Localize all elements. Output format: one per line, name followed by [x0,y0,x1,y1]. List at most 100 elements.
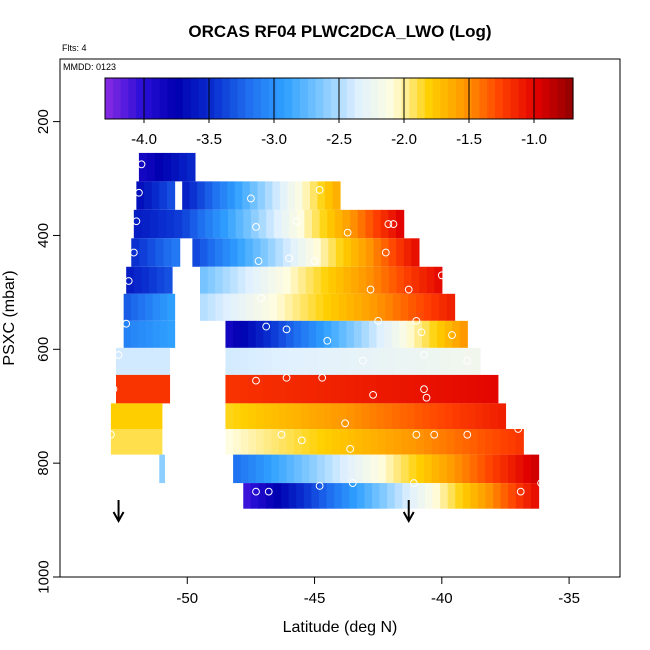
heatmap-cell [146,347,155,375]
heatmap-cell [446,454,456,484]
heatmap-cell [338,293,348,321]
heatmap-cell [146,152,156,182]
heatmap-cell [283,266,292,294]
data-point [346,445,355,453]
heatmap-cell [313,238,322,267]
heatmap-cell [530,483,540,509]
heatmap-cell [118,429,127,455]
heatmap-cell [338,374,348,404]
heatmap-cell [255,374,264,404]
data-point [420,351,428,359]
data-point [292,217,301,226]
heatmap-cell [171,238,181,267]
heatmap-cell [404,266,413,294]
heatmap-cell [369,403,378,429]
heatmap-cell [233,429,242,455]
heatmap-cell [144,181,153,210]
heatmap-cell [469,454,479,484]
heatmap-cell [301,403,310,429]
data-point [264,487,273,496]
heatmap-cell [454,429,463,455]
heatmap-cell [472,347,481,375]
heatmap-cell [342,209,351,239]
heatmap-cell [388,266,398,294]
heatmap-cell [391,374,401,404]
heatmap-cell [354,293,363,321]
heatmap-cell [452,403,461,429]
heatmap-cell [376,403,385,429]
heatmap-cell [393,454,402,484]
heatmap-cell [408,454,417,484]
colorbar-cell [183,78,192,119]
heatmap-cell [287,347,296,375]
heatmap-cell [167,320,176,348]
heatmap-cell [407,374,416,404]
heatmap-cell [154,403,163,429]
heatmap-cell [123,347,132,375]
heatmap-cell [523,454,532,484]
heatmap-cell [130,320,139,348]
heatmap-cell [332,454,341,484]
heatmap-cell [296,209,305,239]
heatmap-cell [212,209,221,239]
heatmap-cell [440,483,449,509]
heatmap-cell [401,454,410,484]
colorbar-cell [471,78,480,119]
heatmap-cell [125,403,134,429]
colorbar-cell [245,78,254,119]
y-tick-label: 600 [35,337,52,362]
heatmap-cell [278,374,287,404]
heatmap-cell [154,374,163,404]
heatmap-cell [467,403,476,429]
heatmap-cell [332,429,341,455]
heatmap-cell [338,403,348,429]
heatmap-cell [385,454,395,484]
heatmap-cell [396,238,405,267]
heatmap-cell [260,266,269,294]
heatmap-cell [421,320,431,348]
data-point [285,254,293,263]
x-tick-label: -50 [176,590,198,607]
colorbar-cell [557,78,566,119]
heatmap-cell [515,454,524,484]
heatmap-cell [338,320,347,348]
heatmap-cell [207,293,217,321]
heatmap-cell [215,238,224,267]
colorbar-cell [315,78,324,119]
heatmap-cell [263,454,272,484]
data-point [409,479,418,487]
heatmap-cell [455,483,464,509]
heatmap-cell [296,483,305,509]
heatmap-cell [381,238,390,267]
colorbar-cell [237,78,246,119]
heatmap-cell [160,320,168,348]
colorbar-cell [456,78,465,119]
heatmap-cell [275,238,284,267]
heatmap-cell [409,483,419,509]
heatmap-cell [293,320,302,348]
heatmap-cell [235,209,244,239]
data-point [389,220,398,228]
heatmap-cell [225,320,234,348]
heatmap-cell [361,403,370,429]
heatmap-cell [379,347,389,375]
colorbar-cell [128,78,137,119]
heatmap-cell [161,374,171,404]
heatmap-cell [186,152,196,182]
colorbar-cell [354,78,363,119]
heatmap-cell [452,374,461,404]
data-point [437,271,446,280]
colorbar-cell [105,78,114,119]
colorbar-cell [440,78,449,119]
colorbar-cell [214,78,223,119]
heatmap-cell [424,454,433,484]
heatmap-cell [248,403,257,429]
heatmap-cell [378,429,387,455]
heatmap-cell [373,238,382,267]
data-point [417,328,426,337]
heatmap-cell [243,209,252,239]
heatmap-cell [317,454,326,484]
heatmap-cell [369,293,379,321]
heatmap-cell [508,429,517,455]
panel-note: MMDD: 0123 [63,62,116,72]
